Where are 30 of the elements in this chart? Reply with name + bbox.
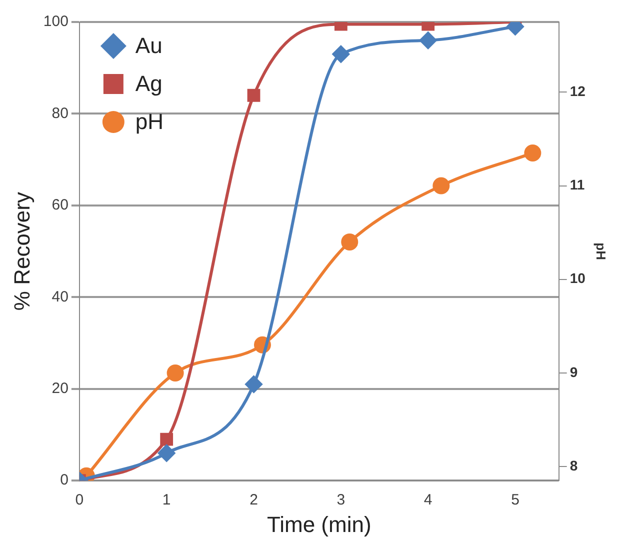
x-tick-label: 2 (250, 492, 258, 509)
legend-label: pH (135, 109, 164, 134)
point (245, 376, 262, 393)
y2-tick-label: 9 (570, 364, 578, 380)
y-tick-label: 0 (60, 472, 68, 489)
point (432, 177, 450, 194)
x-tick-label: 5 (511, 492, 520, 509)
y2-tick-label: 12 (570, 83, 586, 100)
y-tick-label: 80 (52, 104, 68, 122)
y2-tick-label: 8 (570, 457, 578, 474)
x-axis-title: Time (min) (266, 512, 372, 537)
point (166, 364, 184, 382)
y2-axis-title: pH (594, 242, 609, 260)
point (341, 233, 358, 250)
x-tick-label: 4 (424, 492, 432, 509)
legend-label: Ag (135, 71, 162, 96)
x-tick-label: 1 (162, 492, 171, 509)
y-tick-label: 40 (52, 288, 68, 306)
y2-tick-label: 11 (570, 176, 585, 193)
point (160, 432, 174, 446)
x-tick-label: 3 (336, 492, 346, 509)
point (524, 144, 542, 162)
y2-tick-label: 10 (570, 270, 586, 286)
y-tick-label: 60 (52, 196, 68, 214)
x-tick-label: 0 (75, 492, 84, 509)
y-axis-title: % Recovery (9, 192, 34, 311)
point (158, 444, 176, 462)
y-tick-label: 100 (43, 13, 68, 30)
legend-label: Au (135, 33, 162, 58)
y-tick-label: 20 (52, 380, 68, 398)
